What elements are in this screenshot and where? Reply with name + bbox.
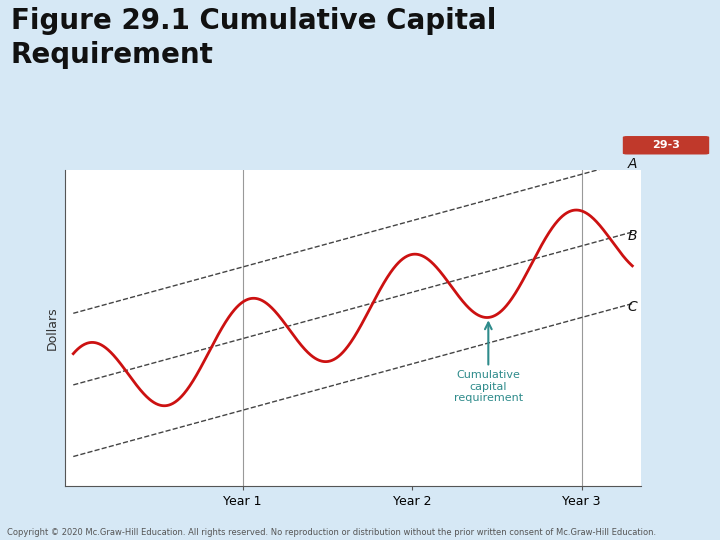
Text: 29-3: 29-3 xyxy=(652,140,680,150)
Text: Figure 29.1 Cumulative Capital
Requirement: Figure 29.1 Cumulative Capital Requireme… xyxy=(11,7,496,69)
Text: B: B xyxy=(627,229,636,242)
Text: A: A xyxy=(627,157,636,171)
Text: Cumulative
capital
requirement: Cumulative capital requirement xyxy=(454,322,523,403)
Text: C: C xyxy=(627,300,637,314)
Y-axis label: Dollars: Dollars xyxy=(46,306,59,350)
FancyBboxPatch shape xyxy=(623,136,709,154)
Text: Copyright © 2020 Mc.Graw-Hill Education. All rights reserved. No reproduction or: Copyright © 2020 Mc.Graw-Hill Education.… xyxy=(7,528,657,537)
